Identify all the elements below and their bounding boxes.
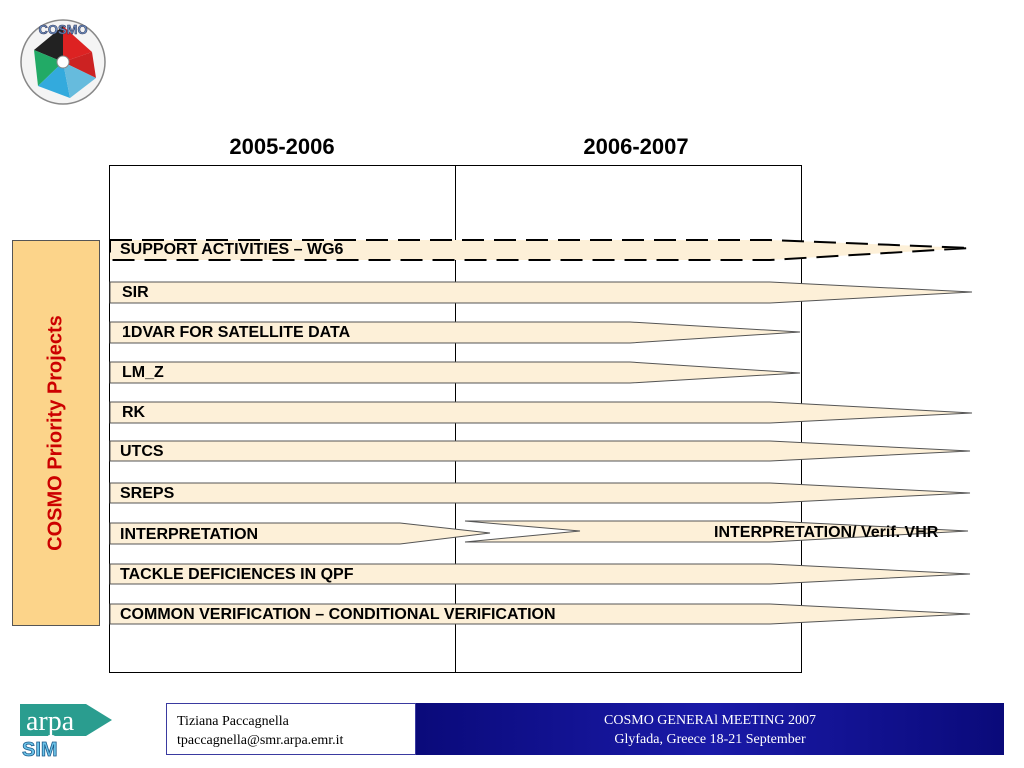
- project-label-utcs: UTCS: [120, 443, 164, 460]
- project-label-sir: SIR: [122, 284, 149, 301]
- arrow-interpretation-vhr: [464, 520, 969, 543]
- column-2005-2006: 2005-2006: [229, 134, 335, 159]
- footer-location: Glyfada, Greece 18-21 September: [614, 732, 806, 747]
- arrow-sir: [109, 281, 973, 304]
- svg-text:COSMO: COSMO: [38, 22, 87, 37]
- arrow-1dvar: [109, 321, 801, 344]
- arrow-support-activities: [109, 239, 971, 261]
- arrow-lm-z: [109, 361, 801, 384]
- project-label-tackle-qpf: TACKLE DEFICIENCES IN QPF: [120, 566, 354, 583]
- arrow-sreps: [109, 482, 971, 504]
- svg-text:SIM: SIM: [22, 739, 58, 758]
- priority-projects-label: COSMO Priority Projects: [12, 240, 100, 626]
- arrow-common-verification: [109, 603, 971, 625]
- project-label-lm-z: LM_Z: [122, 364, 164, 381]
- project-label-1dvar: 1DVAR FOR SATELLITE DATA: [122, 324, 351, 341]
- column-2006-2007: 2006-2007: [583, 134, 689, 159]
- project-label-interpretation: INTERPRETATION: [120, 526, 259, 543]
- project-label-support: SUPPORT ACTIVITIES – WG6: [120, 241, 344, 258]
- arrow-interpretation: [109, 522, 491, 545]
- footer-author: Tiziana Paccagnella: [177, 714, 289, 729]
- footer-author-box: Tiziana Paccagnella tpaccagnella@smr.arp…: [166, 703, 416, 755]
- svg-text:arpa: arpa: [26, 706, 75, 737]
- arrow-utcs: [109, 440, 971, 462]
- footer-meeting: COSMO GENERAl MEETING 2007: [604, 713, 816, 728]
- cosmo-logo: COSMO: [20, 19, 106, 105]
- project-label-sreps: SREPS: [120, 485, 175, 502]
- arrow-rk: [109, 401, 973, 424]
- project-label-common-verification: COMMON VERIFICATION – CONDITIONAL VERIFI…: [120, 606, 556, 623]
- arpa-sim-logo: arpa SIM: [20, 704, 112, 758]
- project-label-interpretation-vhr: INTERPRETATION/ Verif. VHR: [714, 524, 939, 541]
- project-label-rk: RK: [122, 404, 146, 421]
- footer-meeting-box: COSMO GENERAl MEETING 2007 Glyfada, Gree…: [416, 703, 1004, 755]
- footer-email[interactable]: tpaccagnella@smr.arpa.emr.it: [177, 733, 344, 748]
- arrow-tackle-qpf: [109, 563, 971, 585]
